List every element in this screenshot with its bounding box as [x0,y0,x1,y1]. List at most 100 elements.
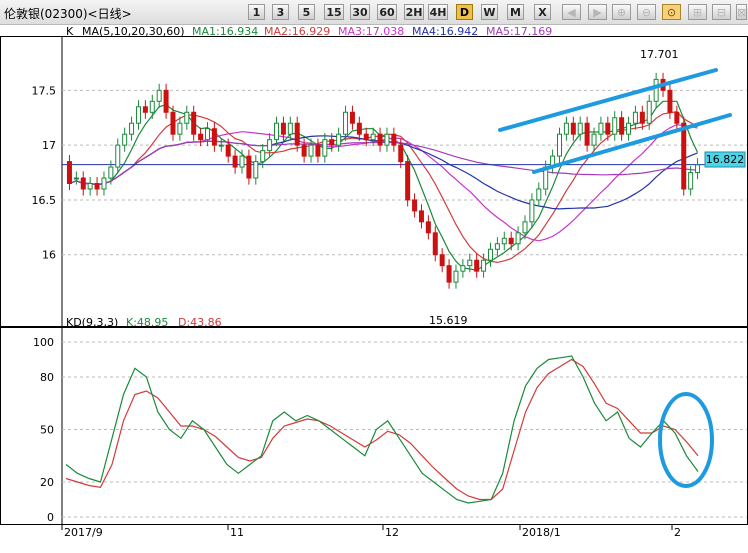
candle-body [612,117,618,135]
ma-label: MA(5,10,20,30,60) [82,25,185,38]
candle-body [122,133,128,146]
magnify-icon[interactable]: ⊙ [662,4,681,20]
ma1-value: MA1:16.934 [192,25,259,38]
period-button-5[interactable]: 5 [298,4,315,20]
candle-body [398,144,404,163]
zoom-in-icon[interactable]: ⊕ [612,4,631,20]
candle-body [191,111,197,135]
period-button-3[interactable]: 3 [272,4,289,20]
k-label: K [66,25,74,38]
candle-body [135,106,141,124]
candle-body [87,183,93,190]
kd-panel: KD(9,3,3) K:48.95 D:43.86 [0,315,748,511]
period-button-w[interactable]: W [481,4,498,20]
candle-body [370,133,376,141]
candle-body [115,144,121,168]
candle-body [384,133,390,146]
candle-body [674,111,680,124]
candle-body [204,128,210,141]
candle-body [446,265,452,283]
candle-body [225,144,231,157]
candle-body [336,133,342,146]
period-button-m[interactable]: M [507,4,524,20]
candle-body [626,122,632,135]
candle-body [688,172,694,190]
period-button-4h[interactable]: 4H [428,4,448,20]
period-button-d[interactable]: D [456,4,473,20]
candle-body [481,259,487,272]
kd-k-value: K:48.95 [126,316,169,329]
candle-body [177,122,183,135]
period-button-60[interactable]: 60 [377,4,397,20]
candle-body [142,106,148,113]
candle-body [322,139,328,157]
candle-body [467,259,473,267]
candle-body [646,100,652,124]
candle-body [453,270,459,283]
ma4-value: MA4:16.942 [412,25,479,38]
fit-icon[interactable]: ⊠ [736,4,747,20]
channel-lower-line [532,113,732,174]
candle-body [239,155,245,168]
candle-body [591,133,597,146]
zoom-out-icon[interactable]: ⊖ [637,4,656,20]
candle-body [536,188,542,201]
ma2-value: MA2:16.929 [264,25,331,38]
candle-body [274,122,280,141]
candle-body [619,117,625,135]
candle-body [667,89,673,113]
candle-body [343,111,349,135]
candle-body [73,177,79,180]
collapse-icon[interactable]: ⊟ [712,4,731,20]
high-label: 17.701 [640,48,679,61]
ma3-value: MA3:17.038 [338,25,405,38]
candle-body [653,78,659,102]
candle-body [577,122,583,135]
kd-label: KD(9,3,3) [66,316,119,329]
kd-d-value: D:43.86 [178,316,222,329]
candle-body [253,161,259,179]
period-button-30[interactable]: 30 [350,4,370,20]
channel-upper-line [498,68,718,132]
candle-body [163,89,169,113]
current-price-box [704,151,746,168]
period-button-x[interactable]: X [534,4,551,20]
kd-y-tick-label: 20 [40,476,54,489]
x-tick-label: 12 [385,526,399,539]
candle-body [294,122,300,146]
candle-body [315,144,321,157]
period-button-1[interactable]: 1 [248,4,265,20]
ma5-value: MA5:17.169 [486,25,553,38]
period-button-2h[interactable]: 2H [404,4,424,20]
chart-canvas[interactable]: 17.5 17 16.5 16 100 80 50 20 0 2017/9 11 12 2018/1 2 1… [0,24,748,553]
kd-y-tick-label: 100 [33,336,54,349]
candle-body [246,155,252,179]
low-label: 15.619 [429,314,468,327]
candle-body [460,265,466,272]
candle-body [129,122,135,135]
candle-body [280,122,286,135]
candle-body [184,111,190,124]
candle-body [425,221,431,234]
candle-body [94,183,100,190]
candle-body [363,133,369,141]
candle-body [101,177,107,190]
kd-d-line [65,358,699,501]
candle-body [260,150,266,163]
candle-body [632,111,638,124]
candle-body [356,122,362,135]
x-tick-label: 11 [230,526,244,539]
candle-body [487,248,493,261]
candle-body [418,210,424,223]
candle-body [563,122,569,135]
left-arrow-icon[interactable]: ◀ [562,4,581,20]
kd-highlight-ellipse [658,392,714,488]
candle-body [301,144,307,157]
expand-icon[interactable]: ⊞ [688,4,707,20]
kd-y-tick-label: 0 [47,511,54,524]
chart-title: 伦敦银(02300)<日线> [4,7,132,21]
candle-body [508,237,514,245]
right-arrow-icon[interactable]: ▶ [588,4,607,20]
period-button-15[interactable]: 15 [324,4,344,20]
candle-body [267,139,273,152]
